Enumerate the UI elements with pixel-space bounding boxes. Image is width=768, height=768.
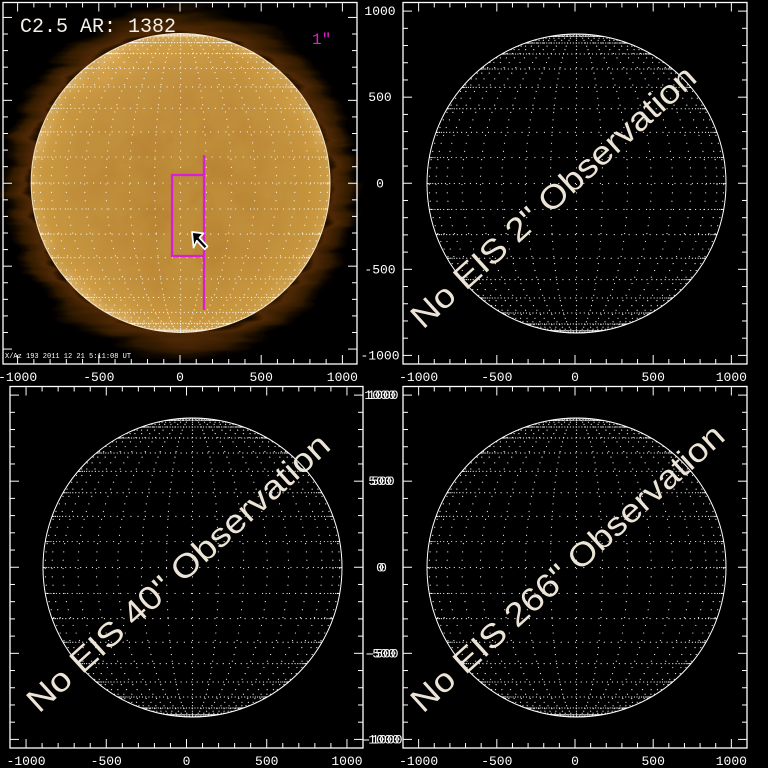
svg-text:C2.5 AR: 1382: C2.5 AR: 1382 xyxy=(20,16,176,39)
svg-text:1": 1" xyxy=(312,31,331,49)
svg-text:-1000: -1000 xyxy=(360,348,399,363)
svg-text:500: 500 xyxy=(641,370,664,384)
svg-text:-1000: -1000 xyxy=(0,370,37,384)
svg-text:0: 0 xyxy=(176,370,184,384)
svg-text:1000: 1000 xyxy=(716,370,747,384)
svg-text:-1000: -1000 xyxy=(399,370,438,384)
svg-text:1000: 1000 xyxy=(327,370,358,384)
svg-text:0: 0 xyxy=(376,176,384,191)
svg-text:1000: 1000 xyxy=(364,4,395,19)
svg-text:0: 0 xyxy=(571,370,579,384)
svg-text:-500: -500 xyxy=(481,370,512,384)
svg-text:500: 500 xyxy=(249,370,272,384)
svg-text:X/Az 193 2011 12 21 5:11:0: X/Az 193 2011 12 21 5:11:08 UT xyxy=(5,353,131,361)
svg-text:-500: -500 xyxy=(83,370,114,384)
svg-text:-500: -500 xyxy=(364,262,395,277)
svg-text:500: 500 xyxy=(368,90,391,105)
